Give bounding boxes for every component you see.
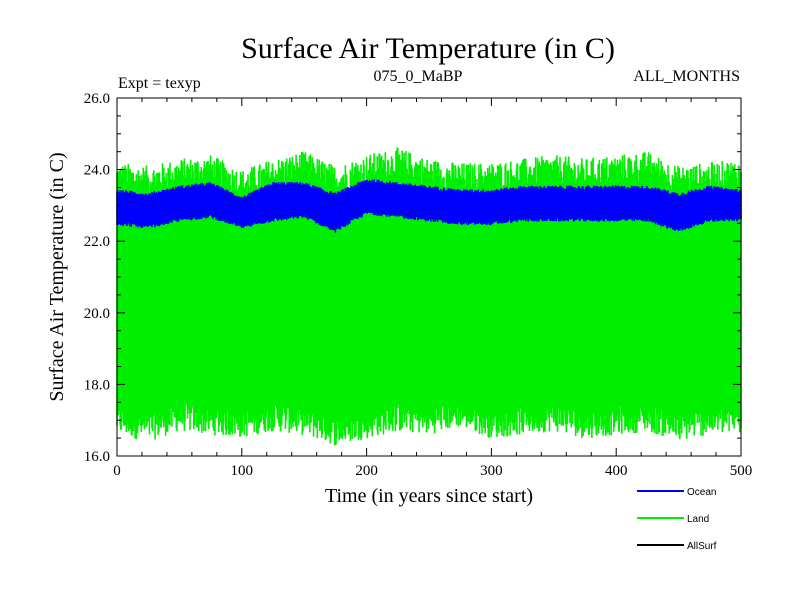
x-tick-label: 0 [113, 463, 121, 479]
y-tick-label: 18.0 [84, 377, 110, 393]
x-tick-label: 300 [480, 463, 503, 479]
chart-title: Surface Air Temperature (in C) [241, 32, 615, 65]
y-axis-title: Surface Air Temperature (in C) [46, 152, 68, 401]
period-label: 075_0_MaBP [374, 68, 463, 85]
y-axis: 16.0 18.0 20.0 22.0 24.0 26.0 [84, 91, 741, 465]
x-tick-label: 200 [355, 463, 378, 479]
x-tick-label: 100 [231, 463, 254, 479]
months-label: ALL_MONTHS [633, 68, 740, 85]
legend-label-ocean: Ocean [687, 487, 716, 498]
y-tick-label: 24.0 [84, 163, 110, 179]
legend-label-allsurf: AllSurf [687, 541, 717, 552]
experiment-label: Expt = texyp [118, 75, 201, 92]
plot-area [116, 147, 742, 446]
x-axis: 0 100 200 300 400 500 [113, 98, 752, 479]
x-axis-title: Time (in years since start) [325, 485, 533, 507]
x-tick-label: 500 [730, 463, 753, 479]
x-tick-label: 400 [605, 463, 628, 479]
legend-label-land: Land [687, 514, 709, 525]
y-tick-label: 26.0 [84, 91, 110, 107]
y-tick-label: 22.0 [84, 234, 110, 250]
y-tick-label: 16.0 [84, 449, 110, 465]
legend: Ocean Land AllSurf [637, 487, 717, 552]
y-tick-label: 20.0 [84, 306, 110, 322]
